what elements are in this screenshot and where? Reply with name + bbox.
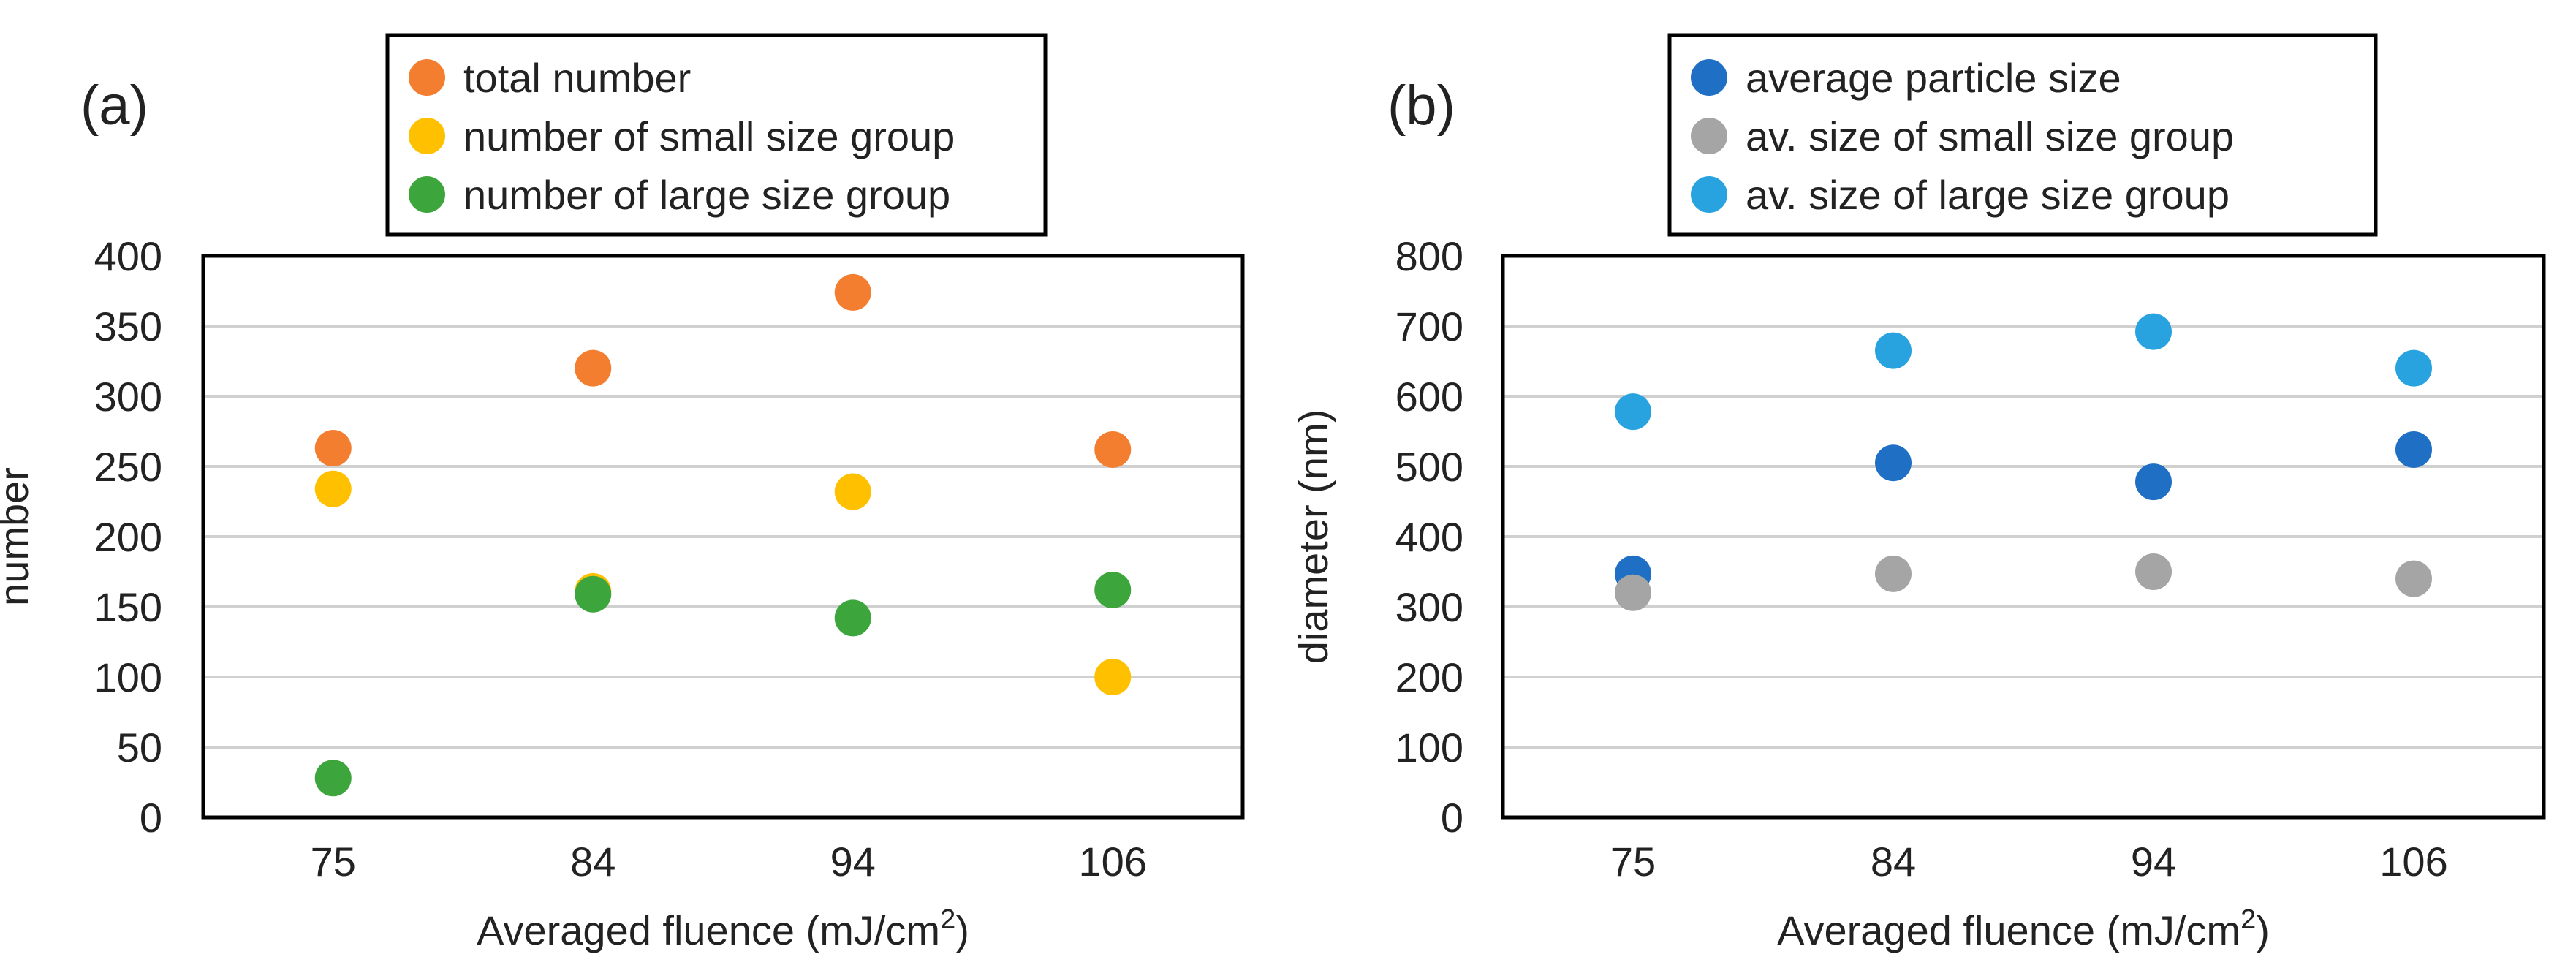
y-tick-label: 500	[1395, 444, 1463, 490]
y-axis-label: number	[0, 467, 37, 606]
y-tick-label: 300	[94, 374, 162, 420]
data-point	[2135, 313, 2172, 350]
data-point	[834, 599, 871, 637]
y-tick-label: 200	[1395, 654, 1463, 700]
data-point	[2135, 463, 2172, 501]
x-tick-label: 75	[1610, 839, 1656, 885]
x-axis-label: Averaged fluence (mJ/cm2)	[1777, 904, 2270, 953]
x-tick-label: 75	[311, 839, 356, 885]
panel-label: (b)	[1387, 75, 1455, 137]
legend-label: av. size of small size group	[1746, 113, 2234, 159]
legend-marker	[409, 176, 445, 213]
y-tick-label: 50	[117, 724, 162, 771]
y-tick-label: 0	[1441, 795, 1463, 841]
legend-box	[385, 33, 1048, 237]
data-point	[834, 273, 871, 311]
data-point	[314, 470, 352, 507]
data-point	[2395, 431, 2432, 468]
y-tick-label: 0	[140, 795, 162, 841]
data-point	[1615, 574, 1651, 611]
y-tick-label: 300	[1395, 584, 1463, 630]
legend-label: total number	[463, 55, 691, 101]
y-tick-label: 250	[94, 444, 162, 490]
x-tick-label: 84	[570, 839, 615, 885]
y-axis-label: diameter (nm)	[1290, 409, 1336, 665]
y-tick-label: 200	[94, 514, 162, 560]
x-axis-label-text: Averaged fluence (mJ/cm	[1777, 907, 2240, 953]
y-tick-label: 100	[94, 654, 162, 700]
y-tick-label: 700	[1395, 303, 1463, 349]
y-tick-label: 150	[94, 584, 162, 630]
data-point	[314, 430, 352, 467]
y-tick-label: 600	[1395, 374, 1463, 420]
data-point	[1875, 332, 1912, 369]
legend-label: av. size of large size group	[1746, 172, 2230, 218]
x-tick-label: 106	[2379, 839, 2447, 885]
x-tick-label: 94	[2131, 839, 2176, 885]
y-tick-label: 100	[1395, 724, 1463, 771]
data-point	[834, 473, 871, 510]
legend-label: number of small size group	[463, 113, 955, 159]
data-point	[1094, 431, 1132, 468]
chart-panel-0: 0 50 100 150 200 250 300 350 400 75 84 94 106 Average…	[0, 33, 1245, 953]
legend-box	[1667, 33, 2378, 237]
data-point	[575, 349, 612, 387]
y-tick-label: 400	[1395, 514, 1463, 560]
x-tick-label: 94	[830, 839, 876, 885]
legend-marker	[409, 59, 445, 96]
data-point	[1875, 555, 1912, 592]
x-axis-label: Averaged fluence (mJ/cm2)	[477, 904, 969, 953]
data-point	[314, 760, 352, 797]
x-tick-label: 84	[1871, 839, 1916, 885]
x-tick-label: 106	[1079, 839, 1147, 885]
x-axis-label-suffix: )	[955, 907, 969, 953]
x-axis-label-superscript: 2	[940, 904, 955, 935]
data-point	[2395, 349, 2432, 387]
data-point	[1094, 571, 1132, 608]
x-axis-label-suffix: )	[2256, 907, 2270, 953]
legend-marker	[1691, 176, 1727, 213]
plot-border	[1501, 254, 2546, 820]
x-axis-label-text: Averaged fluence (mJ/cm	[477, 907, 940, 953]
legend-marker	[1691, 59, 1727, 96]
x-axis-label-superscript: 2	[2240, 904, 2256, 935]
y-tick-label: 350	[94, 303, 162, 349]
y-tick-label: 800	[1395, 233, 1463, 279]
data-point	[1875, 444, 1912, 482]
data-point	[2135, 553, 2172, 590]
legend-marker	[1691, 118, 1727, 154]
data-point	[2395, 560, 2432, 597]
chart-panel-1: 0 100 200 300 400 500 600 700 800 75 84 94 106 Averag…	[1290, 33, 2546, 953]
legend-label: number of large size group	[463, 172, 950, 218]
data-point	[1094, 659, 1132, 695]
plot-border	[201, 254, 1245, 820]
data-point	[575, 575, 612, 613]
data-point	[1615, 393, 1651, 431]
y-tick-label: 400	[94, 233, 162, 279]
legend-marker	[409, 118, 445, 154]
legend-label: average particle size	[1746, 55, 2121, 101]
panel-label: (a)	[80, 75, 148, 137]
